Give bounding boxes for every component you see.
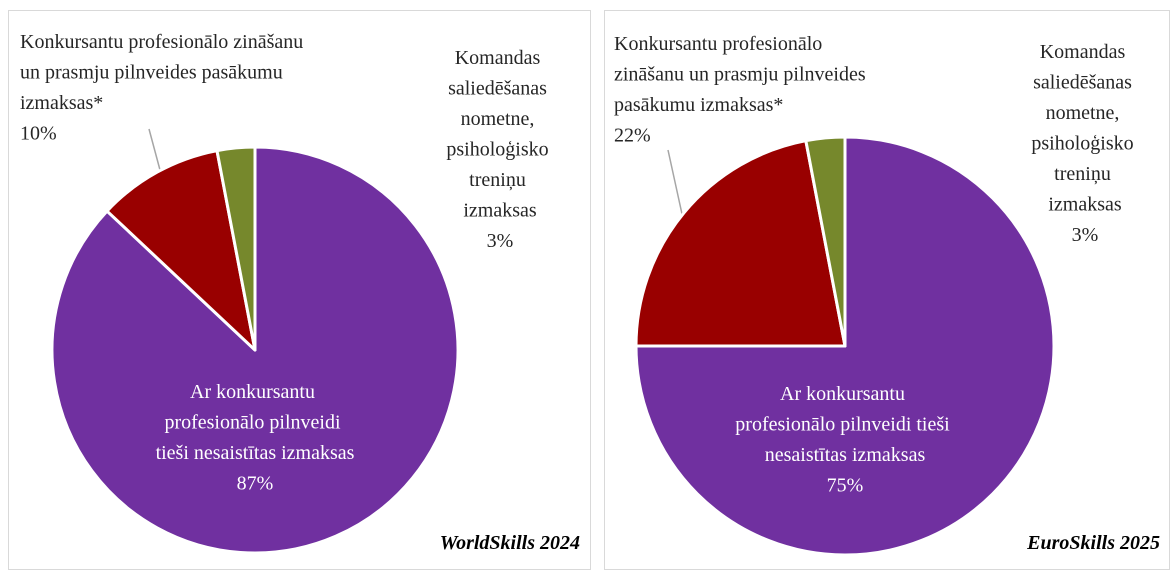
pie-slice [634,139,847,348]
category-label: Komandas saliedēšanas nometne, psiholoģi… [446,47,553,222]
value-label: 22% [614,125,651,147]
chart-frame [604,10,1170,570]
chart-title: WorldSkills 2024 [440,532,580,554]
leader-line [148,128,161,171]
chart-frame [8,10,591,570]
category-label: Ar konkursantu profesionālo pilnveidi ti… [735,383,954,466]
category-label: Komandas saliedēšanas nometne, psiholoģi… [1031,41,1138,216]
value-label: 75% [827,475,864,497]
category-label: Konkursantu profesionālo zināšanu un pra… [20,31,308,114]
pie-slice [634,135,1056,557]
category-label: Konkursantu profesionālo zināšanu un pra… [614,33,871,116]
pie-slice [105,149,257,352]
value-label: 10% [20,123,57,145]
pie-slice [215,145,257,352]
value-label: 87% [237,473,274,495]
category-label: Ar konkursantu profesionālo pilnveidi ti… [156,381,355,464]
pie-slice [804,135,847,348]
chart-title: EuroSkills 2025 [1026,532,1160,554]
value-label: 3% [1072,224,1099,246]
leader-line [667,149,683,215]
value-label: 3% [487,230,514,252]
